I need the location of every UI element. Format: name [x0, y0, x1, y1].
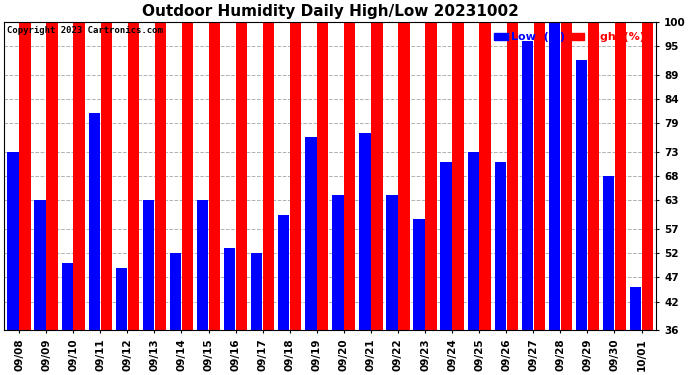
Bar — [522, 41, 533, 375]
Bar — [19, 22, 30, 375]
Bar — [251, 253, 262, 375]
Bar — [440, 162, 452, 375]
Bar — [603, 176, 614, 375]
Bar — [413, 219, 425, 375]
Bar — [278, 214, 289, 375]
Bar — [506, 22, 518, 375]
Bar — [480, 22, 491, 375]
Bar — [533, 22, 545, 375]
Bar — [549, 22, 560, 375]
Legend: Low  (%), High  (%): Low (%), High (%) — [490, 28, 649, 47]
Bar — [575, 60, 587, 375]
Bar — [170, 253, 181, 375]
Bar — [116, 268, 127, 375]
Bar — [61, 263, 73, 375]
Bar — [495, 162, 506, 375]
Bar — [73, 22, 85, 375]
Bar — [630, 287, 641, 375]
Bar — [425, 22, 437, 375]
Bar — [181, 22, 193, 375]
Bar — [101, 22, 112, 375]
Bar — [359, 133, 371, 375]
Title: Outdoor Humidity Daily High/Low 20231002: Outdoor Humidity Daily High/Low 20231002 — [142, 4, 519, 19]
Bar — [453, 22, 464, 375]
Bar — [46, 22, 58, 375]
Bar — [143, 200, 154, 375]
Bar — [197, 200, 208, 375]
Bar — [236, 22, 247, 375]
Bar — [263, 22, 275, 375]
Bar — [209, 22, 220, 375]
Bar — [344, 22, 355, 375]
Bar — [588, 22, 599, 375]
Bar — [642, 22, 653, 375]
Bar — [468, 152, 479, 375]
Text: Copyright 2023 Cartronics.com: Copyright 2023 Cartronics.com — [8, 26, 164, 35]
Bar — [615, 22, 626, 375]
Bar — [155, 22, 166, 375]
Bar — [88, 113, 100, 375]
Bar — [224, 249, 235, 375]
Bar — [34, 200, 46, 375]
Bar — [398, 22, 410, 375]
Bar — [371, 22, 382, 375]
Bar — [8, 152, 19, 375]
Bar — [561, 22, 572, 375]
Bar — [128, 22, 139, 375]
Bar — [332, 195, 344, 375]
Bar — [317, 22, 328, 375]
Bar — [290, 22, 302, 375]
Bar — [305, 138, 317, 375]
Bar — [386, 195, 397, 375]
